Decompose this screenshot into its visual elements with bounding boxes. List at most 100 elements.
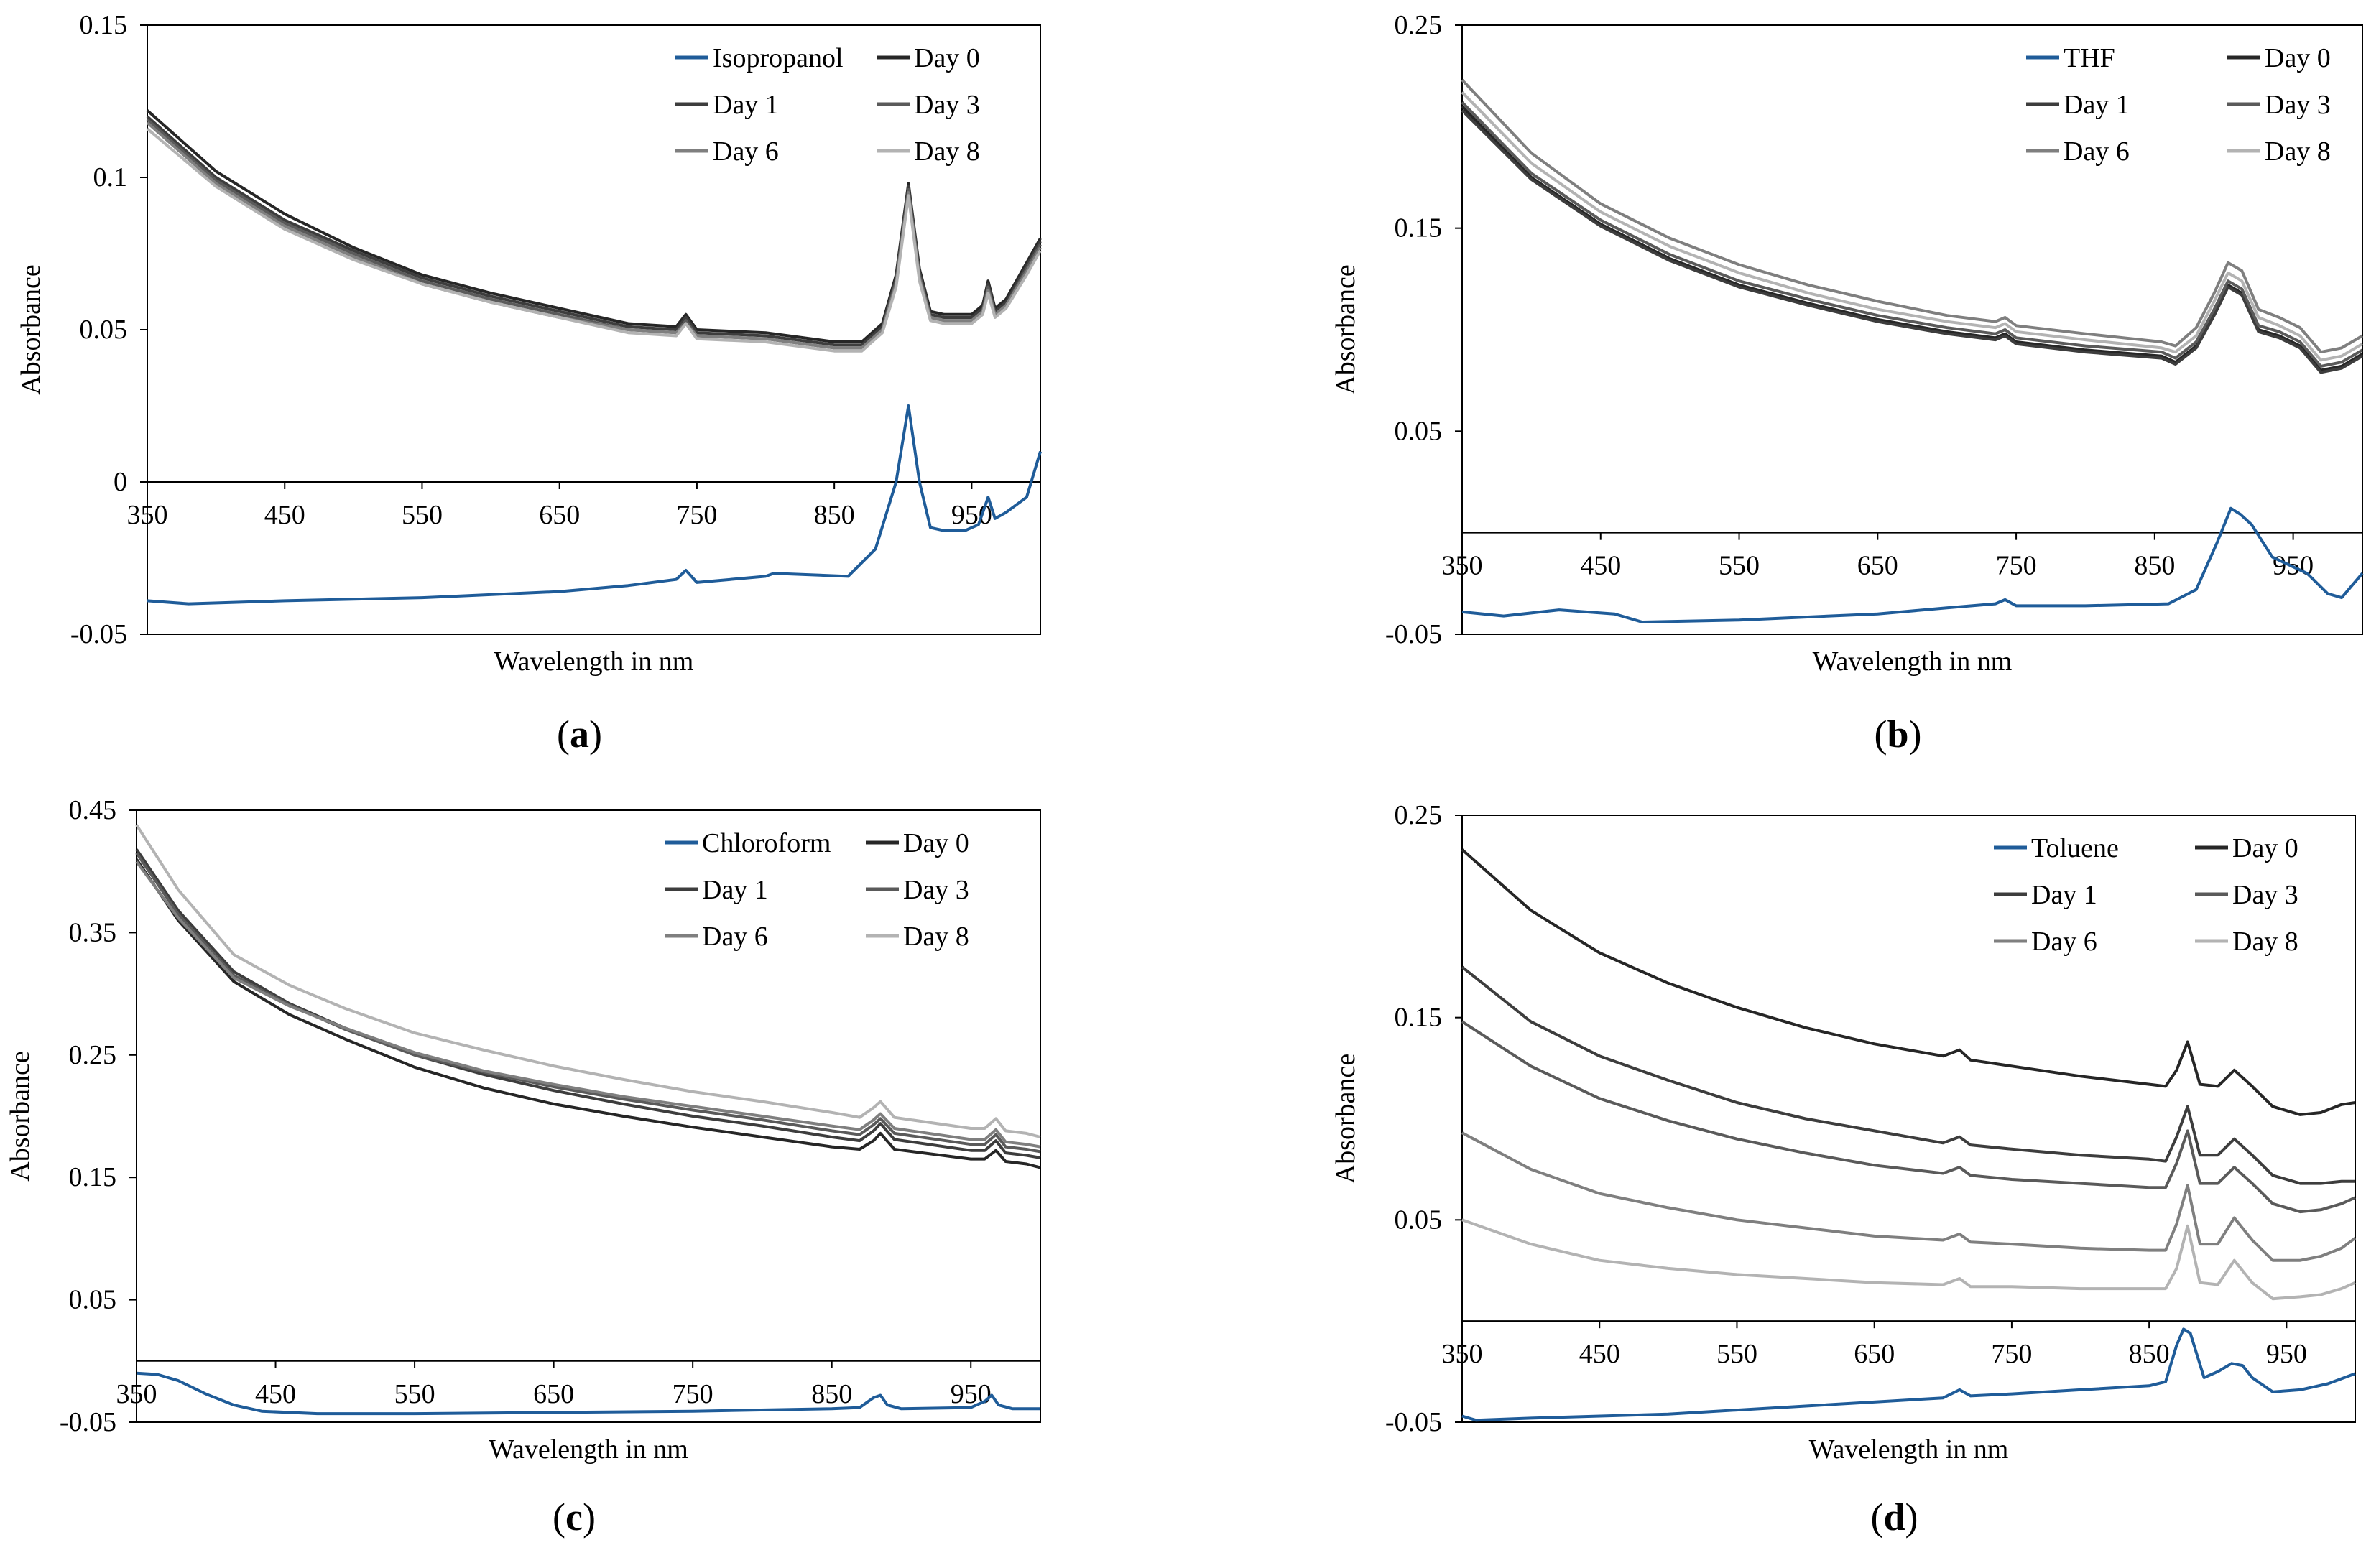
legend-item: Day 6 <box>675 136 779 167</box>
y-axis-title: Absorbance <box>1331 1054 1361 1184</box>
y-tick-label: 0.1 <box>93 162 128 192</box>
series-line-day-8 <box>1461 1218 2356 1301</box>
y-tick-label: 0.35 <box>69 917 117 947</box>
x-axis-title: Wavelength in nm <box>1809 1434 2009 1465</box>
series-line-day-1 <box>1461 965 2355 1185</box>
y-tick-label: 0.25 <box>69 1040 117 1070</box>
x-tick-label: 450 <box>1579 1339 1620 1369</box>
chart-panel-c: -0.05 0.05 0.15 0.25 0.35 0.45 350 450 550 650 750… <box>5 795 1041 1539</box>
series-line-day-6 <box>146 121 1042 350</box>
y-tick-label: 0 <box>114 467 127 497</box>
legend-label: Day 3 <box>903 875 969 905</box>
x-tick-label: 750 <box>673 1379 713 1409</box>
series-line-day-6 <box>1461 78 2364 354</box>
legend-item: Day 3 <box>2227 90 2331 120</box>
x-tick-label: 550 <box>394 1379 435 1409</box>
legend: Isopropanol Day 0 Day 1 Day 3 Day 6 Day 8 <box>675 43 980 167</box>
legend-label: Day 3 <box>2232 880 2298 910</box>
y-tick-label: 0.15 <box>1395 1003 1443 1033</box>
legend-label: Day 0 <box>2265 43 2331 73</box>
legend-label: THF <box>2064 43 2115 73</box>
y-axis-title: Absorbance <box>16 264 46 394</box>
caption-open-paren: ( <box>1874 713 1887 756</box>
x-tick-label: 750 <box>1991 1339 2032 1369</box>
chart-panel-d: -0.05 0.05 0.15 0.25 350 450 550 650 750 850 950 Wa… <box>1331 800 2357 1539</box>
legend-item: Day 0 <box>2227 43 2331 73</box>
caption-open-paren: ( <box>1870 1495 1883 1539</box>
panel-caption: (c) <box>553 1495 596 1539</box>
caption-letter: d <box>1883 1495 1905 1539</box>
x-tick-label: 650 <box>1857 551 1898 581</box>
legend-item: Day 6 <box>1994 927 2097 957</box>
legend-label: Day 1 <box>713 90 779 120</box>
legend-label: Day 3 <box>2265 90 2331 120</box>
panel-caption: (d) <box>1870 1495 1918 1539</box>
x-tick-label: 650 <box>1854 1339 1895 1369</box>
series-line-day-3 <box>146 118 1042 350</box>
y-axis-title: Absorbance <box>1331 264 1361 394</box>
series-line-chloroform <box>136 1371 1040 1416</box>
legend-item: Toluene <box>1994 833 2119 863</box>
x-tick-label: 850 <box>2134 551 2175 581</box>
x-tick-label: 350 <box>1442 1339 1483 1369</box>
legend-item: Day 8 <box>2195 927 2298 957</box>
legend-item: THF <box>2026 43 2115 73</box>
y-tick-label: -0.05 <box>1385 619 1442 649</box>
y-axis-title: Absorbance <box>5 1051 35 1181</box>
legend-label: Day 6 <box>2031 927 2097 957</box>
x-tick-label: 650 <box>539 500 580 530</box>
series-line-day-8 <box>146 127 1042 353</box>
plot-frame <box>1461 815 2356 1423</box>
x-tick-label: 750 <box>1996 551 2037 581</box>
x-tick-label: 650 <box>533 1379 574 1409</box>
legend-item: Day 8 <box>2227 136 2331 167</box>
series-line-toluene <box>1461 1327 2356 1422</box>
legend-label: Day 0 <box>2232 833 2298 863</box>
x-tick-label: 950 <box>951 1379 992 1409</box>
series-line-day-0 <box>1461 105 2364 372</box>
y-tick-label: 0.05 <box>80 315 128 345</box>
series-line-day-0 <box>1461 848 2356 1116</box>
legend-label: Day 6 <box>2064 136 2130 167</box>
x-tick-label: 850 <box>811 1379 852 1409</box>
x-axis-title: Wavelength in nm <box>494 646 694 677</box>
series-line-day-3 <box>1461 1020 2356 1214</box>
y-tick-label: 0.05 <box>1395 1205 1443 1235</box>
legend: Chloroform Day 0 Day 1 Day 3 Day 6 Day 8 <box>665 828 969 952</box>
caption-close-paren: ) <box>589 713 602 756</box>
caption-close-paren: ) <box>1909 713 1922 756</box>
legend-item: Day 1 <box>1994 880 2097 910</box>
legend: THF Day 0 Day 1 Day 3 Day 6 Day 8 <box>2026 43 2331 167</box>
x-tick-label: 750 <box>676 500 717 530</box>
legend-label: Day 8 <box>903 922 969 952</box>
caption-letter: b <box>1887 713 1908 756</box>
legend-label: Day 6 <box>713 136 779 167</box>
series-line-thf <box>1461 506 2364 623</box>
legend-label: Day 0 <box>903 828 969 858</box>
x-tick-label: 850 <box>814 500 855 530</box>
caption-open-paren: ( <box>557 713 570 756</box>
x-tick-label: 350 <box>116 1379 157 1409</box>
x-tick-label: 350 <box>127 500 168 530</box>
legend-item: Isopropanol <box>675 43 844 73</box>
y-tick-label: -0.05 <box>70 619 127 649</box>
legend-item: Chloroform <box>665 828 831 858</box>
legend-label: Day 6 <box>702 922 768 952</box>
x-tick-label: 350 <box>1442 551 1483 581</box>
legend-item: Day 0 <box>2195 833 2298 863</box>
x-tick-label: 550 <box>1716 1339 1757 1369</box>
x-tick-label: 950 <box>2266 1339 2307 1369</box>
series-line-day-1 <box>1461 109 2364 374</box>
caption-close-paren: ) <box>1905 1495 1918 1539</box>
y-tick-label: 0.25 <box>1395 10 1443 40</box>
legend-label: Day 1 <box>2031 880 2097 910</box>
caption-letter: c <box>565 1495 583 1539</box>
x-tick-label: 450 <box>255 1379 296 1409</box>
panel-caption: (a) <box>557 713 602 756</box>
legend-label: Day 0 <box>914 43 980 73</box>
x-tick-label: 550 <box>1719 551 1760 581</box>
panel-caption: (b) <box>1874 713 1921 756</box>
